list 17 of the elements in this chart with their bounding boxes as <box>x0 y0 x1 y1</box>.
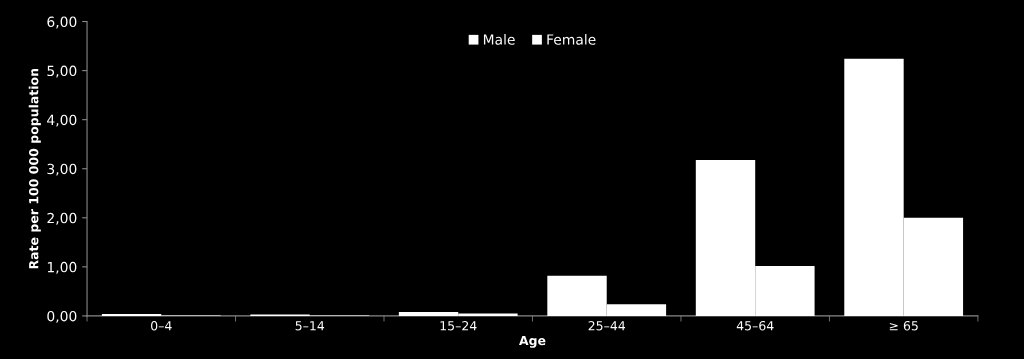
x-tick-label: 5–14 <box>295 321 325 331</box>
y-tick-label: 0,00 <box>47 310 77 323</box>
y-tick-label: 5,00 <box>47 65 77 78</box>
x-tick-label: ≥ 65 <box>889 321 918 331</box>
y-tick-label: 6,00 <box>47 16 77 29</box>
x-tick-label: 15–24 <box>440 321 477 331</box>
y-tick-label: 1,00 <box>47 261 77 274</box>
x-tick-label: 45–64 <box>736 321 774 331</box>
legend-label: Female <box>547 34 596 45</box>
y-tick-label: 2,00 <box>47 212 77 225</box>
x-tick-label: 0–4 <box>151 321 172 331</box>
y-tick-label: 3,00 <box>47 163 77 176</box>
y-tick-label: 4,00 <box>47 114 77 127</box>
x-axis-title: Age <box>518 335 546 348</box>
y-axis-title: Rate per 100 000 population <box>28 68 41 269</box>
legend-label: Male <box>483 34 515 45</box>
x-tick-label: 25–44 <box>588 321 626 331</box>
